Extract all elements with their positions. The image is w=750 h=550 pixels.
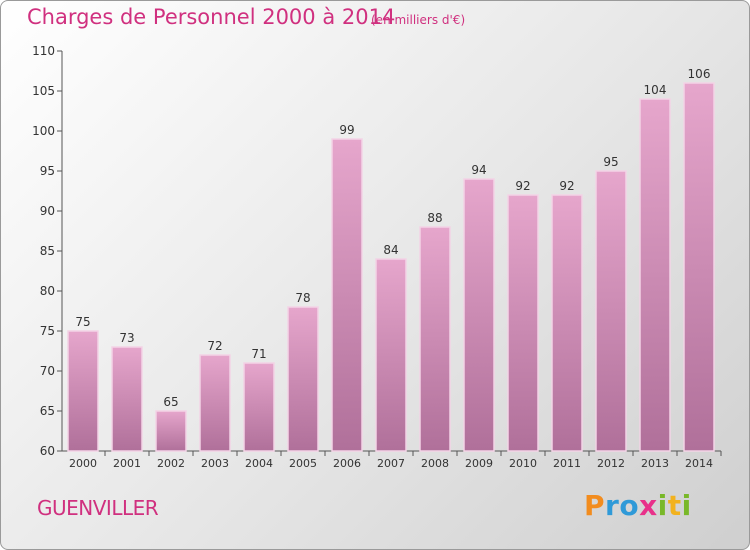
proxiti-logo[interactable]: Proxiti (584, 489, 692, 522)
y-tick-label: 105 (32, 84, 55, 98)
data-label: 72 (207, 339, 222, 353)
y-tick-label: 100 (32, 124, 55, 138)
chart-subtitle: (en milliers d'€) (371, 13, 466, 27)
bar (463, 178, 495, 452)
y-tick-label: 70 (40, 364, 55, 378)
y-tick-label: 110 (32, 44, 55, 58)
bar (595, 170, 627, 452)
city-name: GUENVILLER (37, 496, 159, 520)
bar (67, 330, 99, 452)
data-label: 88 (427, 211, 442, 225)
axes: 60 65 70 75 80 85 90 95 100 105 110 2000 2001 2002 200… (32, 44, 722, 470)
logo-letter: o (619, 489, 640, 522)
y-tick-label: 85 (40, 244, 55, 258)
y-tick-label: 60 (40, 444, 55, 458)
bar (551, 194, 583, 452)
data-label: 106 (688, 67, 711, 81)
x-tick-label: 2003 (201, 457, 229, 470)
x-tick-label: 2004 (245, 457, 273, 470)
chart-title: Charges de Personnel 2000 à 2014 (27, 5, 396, 29)
logo-letter: r (605, 489, 620, 522)
data-label: 95 (603, 155, 618, 169)
y-tick-label: 80 (40, 284, 55, 298)
bars: 75 73 65 72 71 78 99 84 88 94 92 92 95 104 106 (67, 67, 715, 452)
bar (199, 354, 231, 452)
x-tick-label: 2008 (421, 457, 449, 470)
x-tick-label: 2011 (553, 457, 581, 470)
x-tick-label: 2005 (289, 457, 317, 470)
data-label: 84 (383, 243, 398, 257)
data-label: 75 (75, 315, 90, 329)
x-tick-label: 2007 (377, 457, 405, 470)
x-tick-label: 2002 (157, 457, 185, 470)
data-label: 92 (515, 179, 530, 193)
bar (375, 258, 407, 452)
data-label: 92 (559, 179, 574, 193)
bar (419, 226, 451, 452)
x-tick-label: 2006 (333, 457, 361, 470)
y-tick-label: 95 (40, 164, 55, 178)
y-tick-label: 90 (40, 204, 55, 218)
bar (683, 82, 715, 452)
data-label: 94 (471, 163, 486, 177)
logo-letter: P (584, 489, 606, 522)
bar (507, 194, 539, 452)
bar (243, 362, 275, 452)
x-tick-label: 2010 (509, 457, 537, 470)
data-label: 78 (295, 291, 310, 305)
x-tick-label: 2000 (69, 457, 97, 470)
logo-letter: i (657, 489, 668, 522)
x-tick-label: 2001 (113, 457, 141, 470)
data-label: 104 (644, 83, 667, 97)
logo-letter: x (639, 489, 658, 522)
y-tick-label: 65 (40, 404, 55, 418)
x-tick-label: 2013 (641, 457, 669, 470)
y-tick-label: 75 (40, 324, 55, 338)
bar (287, 306, 319, 452)
data-label: 71 (251, 347, 266, 361)
data-label: 73 (119, 331, 134, 345)
bar (639, 98, 671, 452)
logo-letter: i (681, 489, 692, 522)
data-label: 99 (339, 123, 354, 137)
bar (155, 410, 187, 452)
bar (331, 138, 363, 452)
x-tick-label: 2012 (597, 457, 625, 470)
logo-letter: t (667, 489, 682, 522)
x-tick-label: 2014 (685, 457, 713, 470)
bar (111, 346, 143, 452)
x-tick-label: 2009 (465, 457, 493, 470)
data-label: 65 (163, 395, 178, 409)
